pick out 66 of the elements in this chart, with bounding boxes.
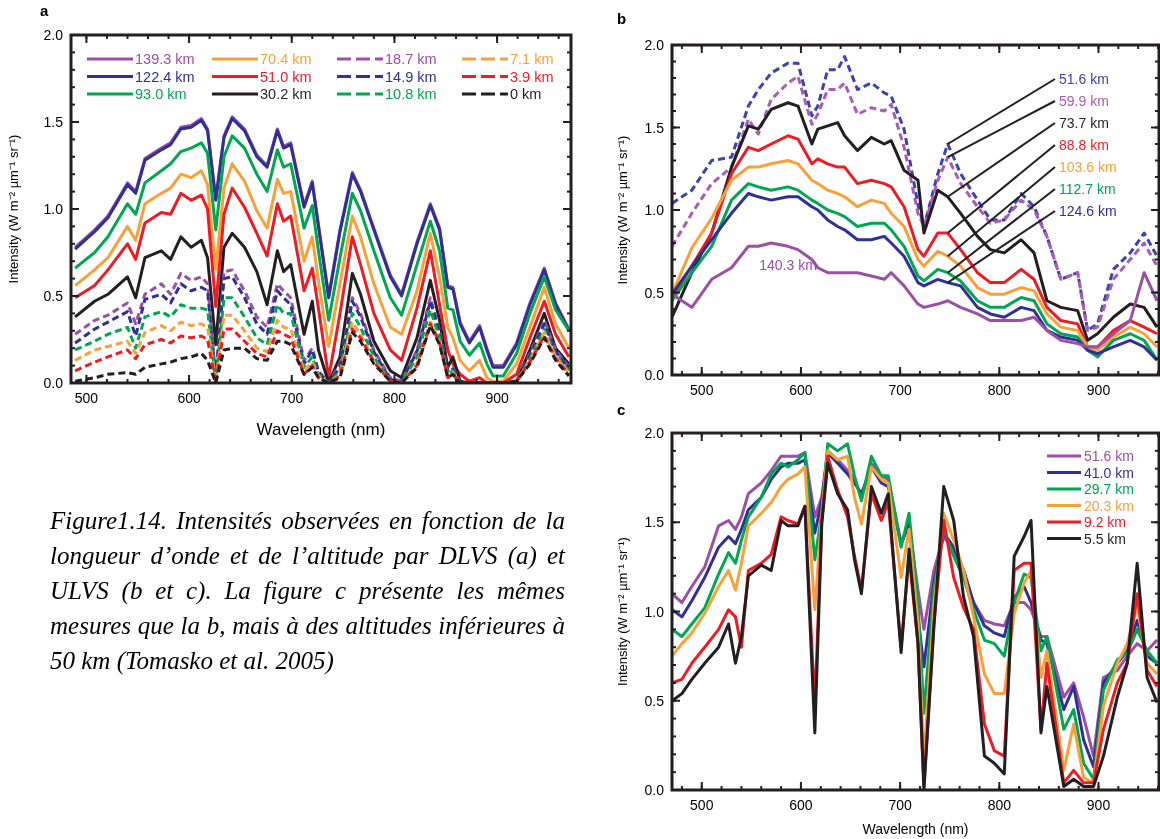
x-tick-label: 900 [1086,382,1111,398]
legend-label: 70.4 km [260,51,312,67]
line-series [672,241,1159,349]
chart-title: b [617,10,627,27]
legend-label: 30.2 km [260,86,312,102]
y-tick-label: 0.0 [644,782,665,798]
legend-label: 29.7 km [1084,481,1134,497]
y-tick-label: 1.0 [43,201,64,217]
y-tick-label: 0.5 [644,692,665,709]
legend-label: 51.6 km [1084,448,1134,464]
y-axis-title: Intensity (W m⁻² µm⁻¹ sr⁻¹) [615,537,630,686]
x-tick-label: 700 [888,797,913,813]
x-tick-label: 800 [987,382,1012,398]
y-axis-title: Intensity (W m⁻² µm⁻¹ sr⁻¹) [6,134,21,284]
y-tick-label: 1.5 [644,119,665,136]
x-tick-label: 900 [1086,797,1111,813]
legend-label: 3.9 km [510,68,554,85]
y-tick-label: 0.0 [43,375,64,391]
text: 112.7 km [1059,181,1116,197]
line-series [73,296,571,383]
x-tick-label: 600 [789,797,813,813]
legend-label: 18.7 km [385,51,437,67]
x-tick-label: 600 [177,390,201,406]
y-tick-label: 1.0 [644,603,665,620]
legend-label: 139.3 km [135,51,195,67]
legend-label: 41.0 km [1084,464,1134,481]
legend-label: 122.4 km [135,68,195,85]
chart-title: a [40,2,49,19]
x-tick-label: 700 [280,390,304,406]
y-tick-label: 0.0 [644,367,665,383]
x-tick-label: 600 [789,382,813,398]
text: 73.7 km [1059,115,1109,131]
text: 59.9 km [1059,93,1109,109]
legend-label: 0 km [510,86,542,102]
y-tick-label: 0.5 [43,288,64,304]
x-tick-label: 700 [888,382,913,398]
x-tick-label: 500 [690,797,714,813]
legend-label: 20.3 km [1084,497,1134,514]
y-tick-label: 2.0 [644,37,665,53]
text: 124.6 km [1059,203,1117,219]
x-axis-title: Wavelength (nm) [862,821,969,837]
legend-label: 7.1 km [510,51,554,67]
legend-label: 51.0 km [260,68,312,85]
x-tick-label: 500 [74,390,99,406]
caption: Figure1.14. Intensités observées en fonction de la longueur d’onde et de l’altitude par DLVS (a) et ULVS (b et c). La figure c présente les mêmes mesures que la b, mais à des altitudes inférieures à 50 km (Tomasko et al. 2005) [50,506,565,677]
x-tick-label: 800 [987,797,1012,813]
x-axis-title: Wavelength (nm) [256,420,386,439]
legend-label: 5.5 km [1084,530,1127,547]
y-axis-title: Intensity (W m⁻² µm⁻¹ sr⁻¹) [615,135,630,285]
y-tick-label: 0.5 [644,284,665,301]
text: 103.6 km [1059,159,1117,175]
x-tick-label: 500 [690,382,714,398]
text: 51.6 km [1059,71,1109,87]
y-tick-label: 2.0 [43,27,64,43]
legend-label: 14.9 km [385,68,437,85]
chart-title: c [617,401,626,418]
x-tick-label: 900 [485,390,509,406]
text: 88.8 km [1059,137,1109,153]
y-tick-label: 1.5 [43,114,64,130]
x-tick-label: 800 [382,390,407,406]
legend-label: 93.0 km [135,86,187,102]
legend-label: 10.8 km [385,86,437,102]
y-tick-label: 2.0 [644,425,665,441]
legend-label: 9.2 km [1084,514,1127,530]
y-tick-label: 1.0 [644,202,665,218]
y-tick-label: 1.5 [644,514,665,531]
